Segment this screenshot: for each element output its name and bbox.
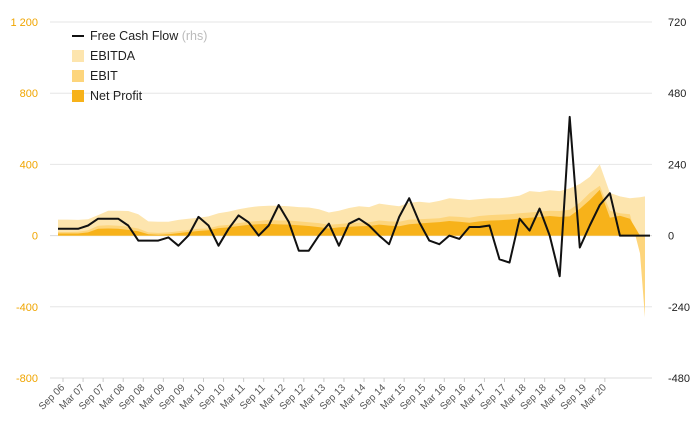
legend-label-ebitda: EBITDA: [90, 49, 136, 63]
right-axis-tick-label: 0: [668, 231, 674, 243]
left-axis-tick-label: -400: [16, 302, 38, 314]
area-ebit: [58, 185, 645, 318]
right-axis-tick-label: 720: [668, 17, 686, 29]
legend-label-net-profit: Net Profit: [90, 89, 143, 103]
area-net-profit: [58, 189, 645, 236]
left-axis-tick-label: 400: [20, 159, 38, 171]
right-axis-tick-label: 480: [668, 88, 686, 100]
legend-note-rhs: (rhs): [182, 29, 208, 43]
left-axis-tick-label: 1 200: [10, 17, 38, 29]
legend: Free Cash Flow (rhs) EBITDA EBIT Net Profit: [72, 29, 207, 103]
right-axis-tick-label: 240: [668, 159, 686, 171]
line-series: [58, 115, 650, 278]
legend-swatch-ebit: [72, 70, 84, 82]
area-series: [58, 164, 645, 318]
legend-swatch-net-profit: [72, 90, 84, 102]
right-axis-tick-label: -240: [668, 302, 690, 314]
legend-swatch-ebitda: [72, 50, 84, 62]
left-axis-tick-label: 800: [20, 88, 38, 100]
line-free-cash-flow: [58, 115, 650, 278]
legend-label-ebit: EBIT: [90, 69, 118, 83]
right-axis-tick-label: -480: [668, 373, 690, 385]
left-axis-tick-label: -800: [16, 373, 38, 385]
left-axis-tick-label: 0: [32, 231, 38, 243]
legend-label-free-cash-flow: Free Cash Flow (rhs): [90, 29, 207, 43]
